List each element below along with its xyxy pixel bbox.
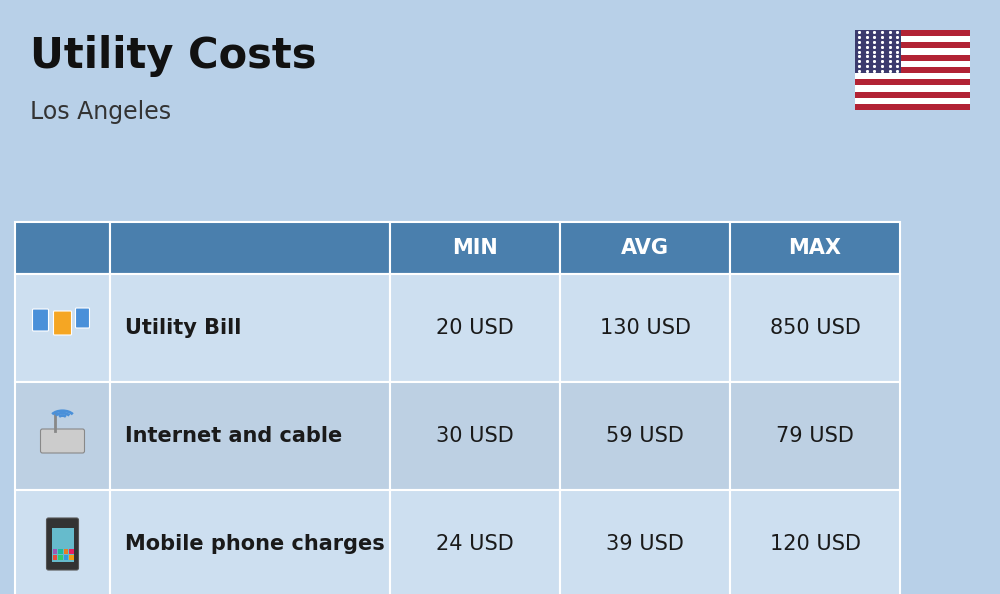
Bar <box>15 222 110 274</box>
Bar <box>110 382 390 490</box>
Bar <box>15 490 110 594</box>
Text: Internet and cable: Internet and cable <box>125 426 342 446</box>
Text: 130 USD: 130 USD <box>600 318 690 338</box>
Text: 850 USD: 850 USD <box>770 318 860 338</box>
Bar <box>110 222 390 274</box>
FancyBboxPatch shape <box>32 309 48 331</box>
Text: 39 USD: 39 USD <box>606 534 684 554</box>
Bar <box>855 104 970 110</box>
Bar <box>560 490 730 594</box>
Bar <box>390 222 560 274</box>
Text: 59 USD: 59 USD <box>606 426 684 446</box>
Bar <box>64 555 68 560</box>
Text: 24 USD: 24 USD <box>436 534 514 554</box>
Bar <box>560 382 730 490</box>
Text: Mobile phone charges: Mobile phone charges <box>125 534 385 554</box>
Bar <box>730 382 900 490</box>
Bar <box>855 30 901 73</box>
Text: 79 USD: 79 USD <box>776 426 854 446</box>
Bar <box>69 549 74 554</box>
Text: AVG: AVG <box>621 238 669 258</box>
Bar <box>855 91 970 97</box>
Bar <box>110 274 390 382</box>
Bar <box>52 549 57 554</box>
Bar <box>730 274 900 382</box>
Bar <box>64 549 68 554</box>
FancyBboxPatch shape <box>54 311 72 335</box>
FancyBboxPatch shape <box>76 308 90 328</box>
Bar <box>855 42 970 49</box>
Bar <box>390 382 560 490</box>
Bar <box>855 67 970 73</box>
Bar <box>855 61 970 67</box>
Text: MAX: MAX <box>788 238 842 258</box>
Text: Utility Bill: Utility Bill <box>125 318 241 338</box>
Bar <box>15 274 110 382</box>
FancyBboxPatch shape <box>52 528 74 562</box>
Text: 30 USD: 30 USD <box>436 426 514 446</box>
Bar <box>560 222 730 274</box>
Bar <box>58 555 62 560</box>
Text: Los Angeles: Los Angeles <box>30 100 171 124</box>
Bar <box>15 382 110 490</box>
Bar <box>855 49 970 55</box>
Bar <box>855 79 970 86</box>
Bar <box>58 549 62 554</box>
Text: 20 USD: 20 USD <box>436 318 514 338</box>
Bar <box>855 55 970 61</box>
Bar <box>730 222 900 274</box>
Bar <box>855 73 970 79</box>
Bar <box>730 490 900 594</box>
Bar <box>69 555 74 560</box>
Text: Utility Costs: Utility Costs <box>30 35 316 77</box>
Text: 120 USD: 120 USD <box>770 534 860 554</box>
FancyBboxPatch shape <box>46 518 78 570</box>
Bar <box>560 274 730 382</box>
Text: MIN: MIN <box>452 238 498 258</box>
Bar <box>855 36 970 42</box>
Bar <box>390 490 560 594</box>
Bar <box>52 555 57 560</box>
Bar <box>110 490 390 594</box>
Bar <box>390 274 560 382</box>
Bar <box>855 30 970 36</box>
Bar <box>855 97 970 104</box>
Bar <box>855 86 970 91</box>
FancyBboxPatch shape <box>40 429 84 453</box>
